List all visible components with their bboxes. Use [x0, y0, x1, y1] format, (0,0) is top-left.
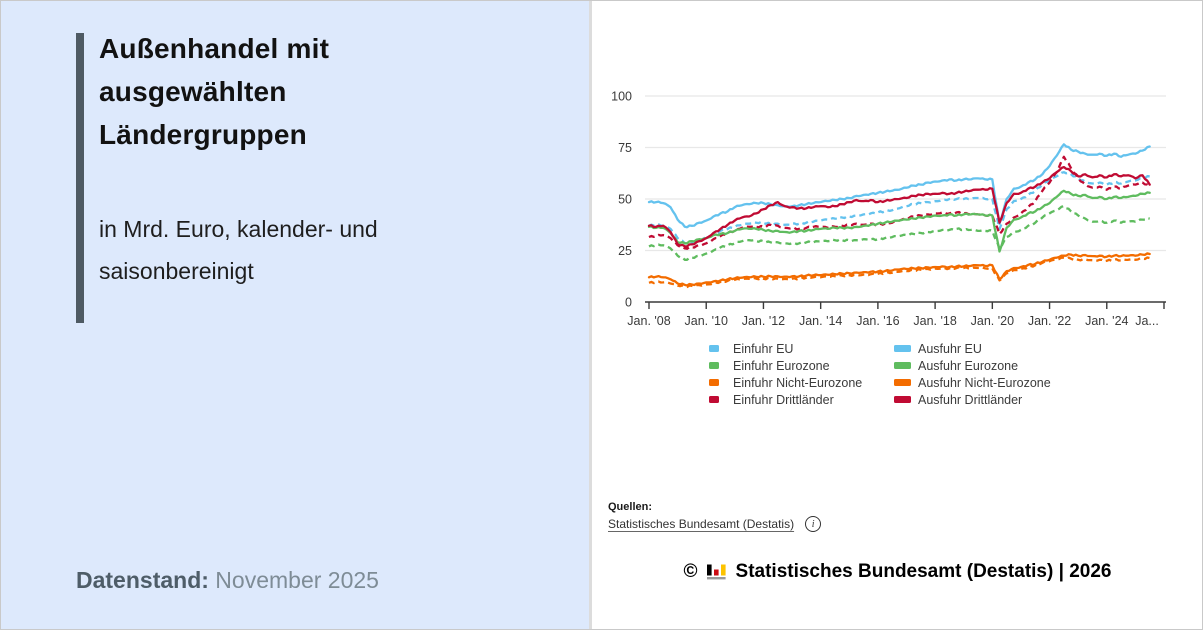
solid-series-marker — [894, 362, 918, 369]
copyright-symbol: © — [683, 561, 698, 582]
legend-label: Ausfuhr Nicht-Eurozone — [918, 375, 1051, 390]
svg-text:Jan. '20: Jan. '20 — [971, 314, 1014, 328]
svg-text:Jan. '22: Jan. '22 — [1028, 314, 1071, 328]
dashed-series-marker — [709, 345, 733, 352]
svg-text:Jan. '10: Jan. '10 — [685, 314, 728, 328]
data-status-date: November 2025 — [215, 567, 379, 593]
data-status-line: Datenstand: November 2025 — [76, 567, 379, 594]
legend-item[interactable]: Einfuhr Eurozone — [709, 357, 862, 374]
sources-block: Quellen: Statistisches Bundesamt (Destat… — [608, 501, 822, 532]
legend-label: Einfuhr Eurozone — [733, 358, 830, 373]
svg-text:50: 50 — [618, 193, 632, 207]
info-icon[interactable]: i — [805, 516, 822, 532]
svg-text:75: 75 — [618, 141, 632, 155]
legend-label: Ausfuhr Eurozone — [918, 358, 1019, 373]
legend-label: Ausfuhr EU — [918, 341, 982, 356]
solid-series-marker — [894, 396, 918, 403]
legend-item[interactable]: Ausfuhr Nicht-Eurozone — [894, 374, 1051, 391]
line-chart: 0 25 50 75 100 Jan. '08 Jan. '10 Jan. '12 Jan. '… — [611, 90, 1166, 328]
svg-text:100: 100 — [611, 90, 632, 104]
legend-item[interactable]: Ausfuhr EU — [894, 340, 1051, 357]
svg-text:Jan. '12: Jan. '12 — [742, 314, 785, 328]
svg-text:Ja...: Ja... — [1135, 314, 1159, 328]
destatis-logo-icon — [706, 564, 726, 580]
copyright-line: © Statistisches Bundesamt (Destatis) | 2… — [592, 561, 1202, 583]
legend-item[interactable]: Einfuhr Nicht-Eurozone — [709, 374, 862, 391]
svg-text:Jan. '08: Jan. '08 — [627, 314, 670, 328]
legend-label: Einfuhr Nicht-Eurozone — [733, 375, 863, 390]
chart-panel: 0 25 50 75 100 Jan. '08 Jan. '10 Jan. '12 Jan. '… — [592, 1, 1202, 629]
legend-item[interactable]: Einfuhr EU — [709, 340, 862, 357]
legend-item[interactable]: Einfuhr Drittländer — [709, 391, 862, 408]
chart-title: Außenhandel mit ausgewählten Ländergrupp… — [99, 33, 330, 150]
accent-bar — [76, 33, 84, 323]
title-panel: Außenhandel mit ausgewählten Ländergrupp… — [1, 1, 589, 629]
legend-column-einfuhr: Einfuhr EU Einfuhr Eurozone Einfuhr Nicht-… — [709, 340, 862, 408]
legend-item[interactable]: Ausfuhr Drittländer — [894, 391, 1051, 408]
svg-text:Jan. '16: Jan. '16 — [856, 314, 899, 328]
solid-series-marker — [894, 345, 918, 352]
legend-label: Einfuhr EU — [733, 341, 794, 356]
svg-text:Jan. '18: Jan. '18 — [913, 314, 956, 328]
svg-text:25: 25 — [618, 244, 632, 258]
data-status-label: Datenstand: — [76, 567, 209, 593]
dashed-series-marker — [709, 379, 733, 386]
source-link[interactable]: Statistisches Bundesamt (Destatis) — [608, 517, 795, 531]
svg-text:Jan. '14: Jan. '14 — [799, 314, 842, 328]
legend-column-ausfuhr: Ausfuhr EU Ausfuhr Eurozone Ausfuhr Nicht-… — [894, 340, 1051, 408]
dashed-series-marker — [709, 396, 733, 403]
legend-label: Ausfuhr Drittländer — [918, 392, 1023, 407]
chart-subtitle: in Mrd. Euro, kalender- und saisonberein… — [99, 216, 378, 284]
svg-text:0: 0 — [625, 296, 632, 310]
panel-divider — [589, 1, 592, 629]
dashed-series-marker — [709, 362, 733, 369]
copyright-text: Statistisches Bundesamt (Destatis) | 202… — [735, 561, 1112, 582]
svg-text:Jan. '24: Jan. '24 — [1085, 314, 1128, 328]
legend-item[interactable]: Ausfuhr Eurozone — [894, 357, 1051, 374]
solid-series-marker — [894, 379, 918, 386]
sources-label: Quellen: — [608, 501, 653, 513]
legend-label: Einfuhr Drittländer — [733, 392, 834, 407]
